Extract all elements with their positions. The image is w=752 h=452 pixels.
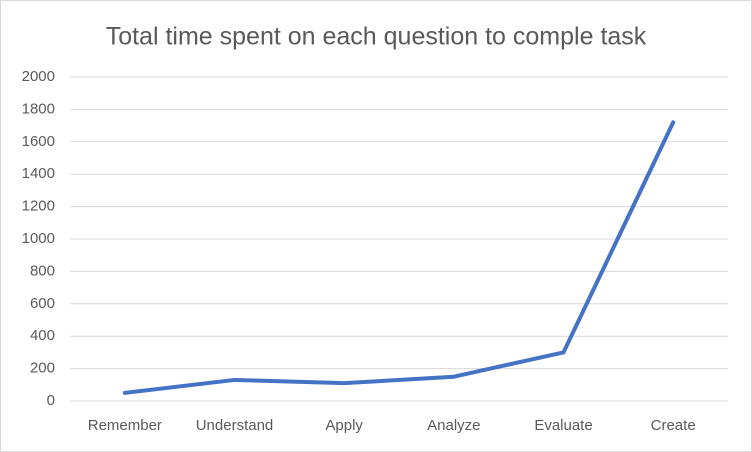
- x-tick-label: Apply: [325, 417, 363, 434]
- y-tick-label: 1800: [22, 100, 55, 117]
- y-tick-label: 2000: [22, 68, 55, 85]
- y-tick-label: 1600: [22, 133, 55, 150]
- x-tick-label: Remember: [88, 417, 162, 434]
- x-tick-label: Evaluate: [534, 417, 592, 434]
- y-tick-label: 0: [47, 392, 55, 409]
- chart-title: Total time spent on each question to com…: [106, 23, 647, 51]
- y-tick-label: 800: [30, 262, 55, 279]
- y-tick-label: 1200: [22, 198, 55, 215]
- data-line: [122, 120, 676, 395]
- y-tick-label: 600: [30, 295, 55, 312]
- x-tick-label: Create: [651, 417, 696, 434]
- y-tick-label: 1400: [22, 165, 55, 182]
- y-tick-label: 200: [30, 360, 55, 377]
- x-tick-label: Understand: [196, 417, 274, 434]
- x-tick-label: Analyze: [427, 417, 480, 434]
- y-tick-label: 1000: [22, 230, 55, 247]
- y-tick-label: 400: [30, 327, 55, 344]
